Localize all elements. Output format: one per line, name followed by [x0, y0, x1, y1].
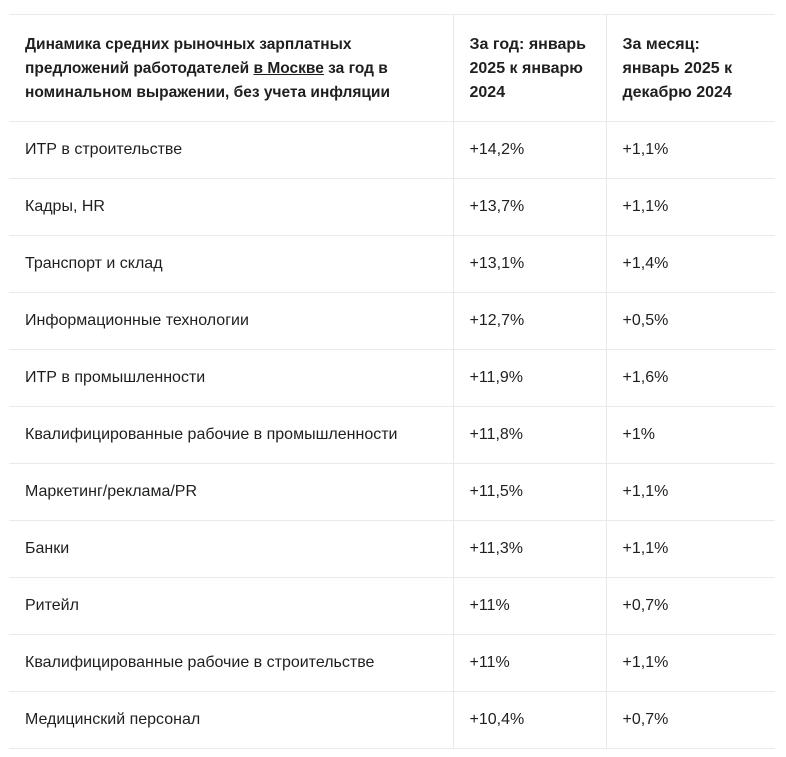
row-month-change: +0,7% [605, 691, 775, 749]
row-year-change: +14,2% [452, 121, 606, 179]
row-year-change: +11,8% [452, 406, 606, 464]
row-month-change: +1,1% [605, 463, 775, 521]
row-year-change: +13,7% [452, 178, 606, 236]
row-category: Квалифицированные рабочие в промышленнос… [9, 406, 453, 464]
header-category-text-end: за год в номинальном выражении, без учет… [25, 60, 390, 101]
row-category: Маркетинг/реклама/PR [9, 463, 453, 521]
row-category: Транспорт и склад [9, 235, 453, 293]
row-month-change: +0,7% [605, 577, 775, 635]
table-row: ИТР в промышленности +11,9% +1,6% [9, 349, 775, 407]
moscow-link[interactable]: в Москве [253, 60, 324, 77]
row-month-change: +1,1% [605, 520, 775, 578]
row-category: ИТР в промышленности [9, 349, 453, 407]
row-month-change: +1,1% [605, 634, 775, 692]
table-row: Ритейл +11% +0,7% [9, 577, 775, 635]
header-category-text-start: Динамика средних рыночных зарплатных пре… [25, 36, 352, 77]
row-category: Информационные технологии [9, 292, 453, 350]
row-month-change: +1,1% [605, 178, 775, 236]
row-month-change: +1,1% [605, 121, 775, 179]
table-row: Кадры, HR +13,7% +1,1% [9, 178, 775, 236]
table-row: Банки +11,3% +1,1% [9, 520, 775, 578]
table-row: Квалифицированные рабочие в промышленнос… [9, 406, 775, 464]
table-row: Квалифицированные рабочие в строительств… [9, 634, 775, 692]
row-category: Кадры, HR [9, 178, 453, 236]
row-category: ИТР в строительстве [9, 121, 453, 179]
row-year-change: +11,3% [452, 520, 606, 578]
row-year-change: +13,1% [452, 235, 606, 293]
table-body: ИТР в строительстве +14,2% +1,1% Кадры, … [9, 121, 775, 749]
row-month-change: +1,6% [605, 349, 775, 407]
row-year-change: +11,9% [452, 349, 606, 407]
table-row: ИТР в строительстве +14,2% +1,1% [9, 121, 775, 179]
table-header: Динамика средних рыночных зарплатных пре… [9, 14, 775, 122]
header-month-change: За месяц: январь 2025 к декабрю 2024 [605, 14, 775, 122]
table-row: Транспорт и склад +13,1% +1,4% [9, 235, 775, 293]
header-year-change: За год: январь 2025 к январю 2024 [452, 14, 606, 122]
row-category: Ритейл [9, 577, 453, 635]
row-category: Медицинский персонал [9, 691, 453, 749]
row-year-change: +12,7% [452, 292, 606, 350]
table-row: Информационные технологии +12,7% +0,5% [9, 292, 775, 350]
row-month-change: +1% [605, 406, 775, 464]
table-row: Маркетинг/реклама/PR +11,5% +1,1% [9, 463, 775, 521]
table-row: Медицинский персонал +10,4% +0,7% [9, 691, 775, 749]
row-year-change: +11% [452, 634, 606, 692]
row-year-change: +10,4% [452, 691, 606, 749]
row-year-change: +11% [452, 577, 606, 635]
row-month-change: +1,4% [605, 235, 775, 293]
row-year-change: +11,5% [452, 463, 606, 521]
row-month-change: +0,5% [605, 292, 775, 350]
header-category: Динамика средних рыночных зарплатных пре… [9, 14, 453, 122]
header-row: Динамика средних рыночных зарплатных пре… [9, 14, 775, 122]
row-category: Банки [9, 520, 453, 578]
salary-dynamics-table: Динамика средних рыночных зарплатных пре… [9, 14, 775, 749]
row-category: Квалифицированные рабочие в строительств… [9, 634, 453, 692]
